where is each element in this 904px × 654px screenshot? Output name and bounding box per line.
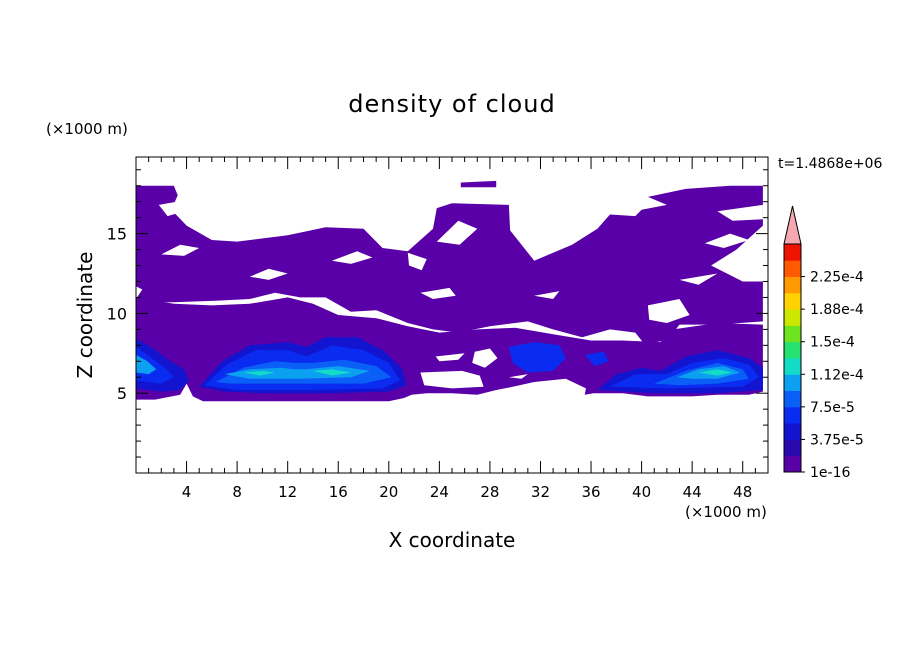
z-unit-label: (×1000 m)	[46, 120, 128, 138]
y-axis-label: Z coordinate	[73, 252, 97, 379]
x-tick-label-0: 4	[182, 483, 192, 501]
clear-sky-patch-17	[508, 374, 528, 379]
colorbar-swatch-9	[784, 309, 801, 326]
clear-sky-patch-0	[158, 201, 184, 217]
colorbar-label-6: 2.25e-4	[810, 270, 864, 286]
clear-sky-patch-9	[717, 204, 763, 221]
clear-sky-patch-10	[704, 233, 749, 248]
colorbar-frame	[783, 243, 802, 473]
contour-region-11	[508, 342, 566, 373]
clear-sky-patch-2	[249, 268, 288, 280]
colorbar-swatch-2	[784, 423, 801, 440]
time-label: t=1.4868e+06	[778, 156, 882, 172]
clear-sky-patch-7	[534, 291, 560, 299]
clear-sky-patch-14	[472, 348, 498, 368]
colorbar-label-0: 1e-16	[810, 465, 850, 481]
x-tick-label-3: 16	[329, 483, 348, 501]
clear-sky-patch-15	[420, 370, 484, 389]
y-tick-label-2: 15	[107, 225, 127, 244]
clear-sky-patch-5	[420, 287, 456, 299]
colorbar-label-4: 1.5e-4	[810, 335, 855, 351]
x-tick-labels: 4 8 12 16 20 24 28 32 36 40 44 48	[182, 483, 752, 501]
isolated-cloud-patch-0	[460, 180, 497, 188]
contour-region-9	[243, 370, 275, 376]
contour-fills	[136, 180, 763, 402]
x-tick-label-7: 32	[531, 483, 550, 501]
clear-sky-patch-11	[750, 262, 763, 279]
y-tick-label-1: 10	[107, 304, 127, 323]
clear-sky-patch-6	[436, 220, 478, 245]
x-tick-label-9: 40	[632, 483, 651, 501]
y-tick-label-0: 5	[117, 384, 127, 403]
x-axis-label: X coordinate	[389, 528, 516, 552]
x-tick-label-10: 44	[683, 483, 702, 501]
clear-sky-patch-8	[679, 273, 718, 285]
colorbar-swatch-8	[784, 325, 801, 343]
colorbar-extend-triangle	[783, 205, 802, 245]
colorbar-swatch-3	[784, 406, 801, 424]
x-tick-label-6: 28	[480, 483, 499, 501]
x-tick-label-11: 48	[733, 483, 752, 501]
contour-region-17	[698, 369, 733, 376]
colorbar-swatch-5	[784, 374, 801, 391]
contour-region-0	[136, 185, 763, 344]
clear-sky-patch-4	[407, 252, 427, 271]
clear-sky-patch-1	[161, 244, 200, 256]
x-tick-label-2: 12	[278, 483, 297, 501]
colorbar-swatch-4	[784, 390, 801, 408]
colorbar: 1e-16 3.75e-5 7.5e-5 1.12e-4 1.5e-4 1.88e-4 2.…	[783, 205, 864, 481]
x-tick-label-1: 8	[232, 483, 242, 501]
colorbar-label-1: 3.75e-5	[810, 432, 864, 448]
contour-region-3	[136, 346, 174, 384]
x-tick-label-5: 24	[430, 483, 449, 501]
y-tick-labels: 5 10 15	[107, 225, 127, 404]
colorbar-label-5: 1.88e-4	[810, 302, 864, 318]
colorbar-swatch-6	[784, 358, 801, 375]
x-unit-label: (×1000 m)	[685, 503, 767, 521]
colorbar-swatch-0	[784, 455, 801, 473]
colorbar-label-2: 7.5e-5	[810, 400, 855, 416]
contour-region-10	[313, 369, 351, 376]
colorbar-swatch-13	[784, 244, 801, 261]
colorbar-swatch-7	[784, 341, 801, 359]
chart-title: density of cloud	[348, 90, 555, 118]
colorbar-label-3: 1.12e-4	[810, 367, 864, 383]
clear-sky-patch-3	[331, 251, 373, 264]
colorbar-swatch-1	[784, 439, 801, 457]
contour-region-12	[584, 351, 609, 367]
clear-sky-patch-12	[136, 286, 143, 299]
clear-sky-patch-13	[647, 299, 690, 323]
colorbar-swatch-12	[784, 260, 801, 277]
clear-sky-patch-16	[435, 353, 465, 362]
colorbar-swatch-11	[784, 276, 801, 294]
axis-ticks	[136, 157, 768, 473]
contour-region-4	[136, 354, 157, 375]
colorbar-swatch-10	[784, 292, 801, 310]
contour-region-8	[224, 366, 370, 379]
x-tick-label-8: 36	[581, 483, 600, 501]
x-tick-label-4: 20	[379, 483, 398, 501]
